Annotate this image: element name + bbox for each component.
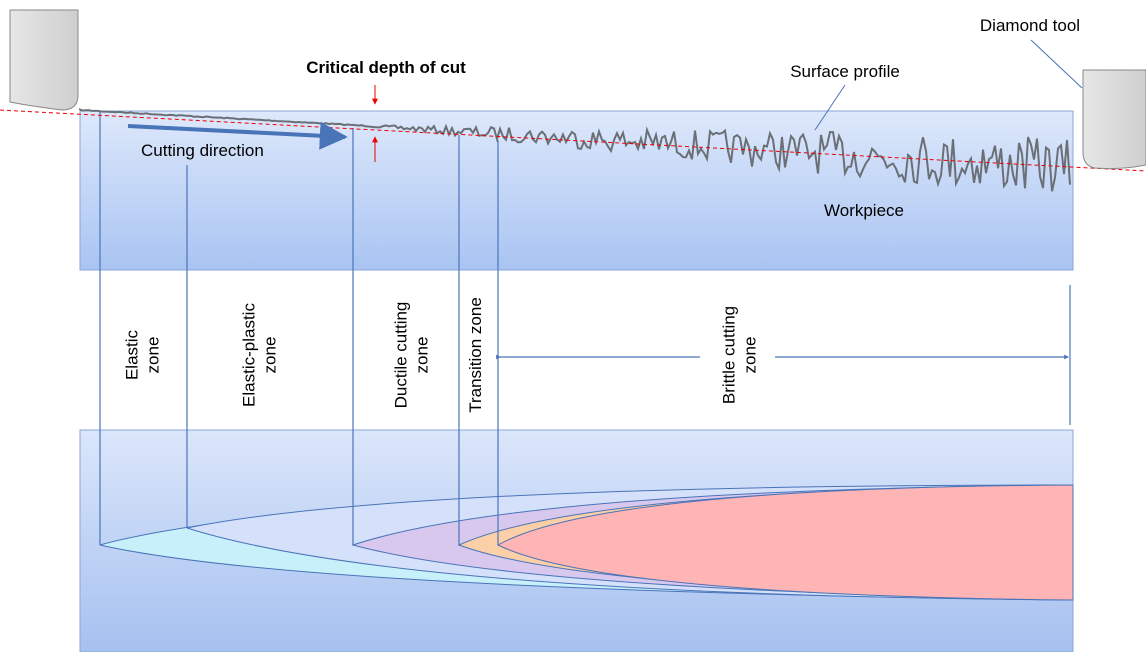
cutting-direction-label: Cutting direction [141, 141, 264, 160]
zone-label-line: zone [261, 337, 280, 374]
zone-label-line: zone [144, 337, 163, 374]
zone-label-line: Elastic-plastic [240, 303, 259, 407]
workpiece-top [80, 111, 1073, 270]
tool-right [1083, 70, 1146, 169]
tool-label: Diamond tool [980, 16, 1080, 35]
workpiece-label: Workpiece [824, 201, 904, 220]
diagram: Diamond tool Critical depth of cut Surfa… [0, 0, 1146, 652]
zone-label-line: zone [741, 337, 760, 374]
surface-profile-label: Surface profile [790, 62, 900, 81]
critical-depth-label: Critical depth of cut [306, 58, 466, 77]
tool-pointer [1031, 40, 1082, 88]
zone-label-line: Ductile cutting [392, 302, 411, 409]
zone-label-line: zone [413, 337, 432, 374]
zone-label: Transition zone [466, 297, 485, 413]
zone-label-line: Transition zone [466, 297, 485, 413]
tool-left [10, 10, 78, 110]
zone-label-line: Elastic [123, 329, 142, 380]
zone-label-line: Brittle cutting [720, 306, 739, 404]
